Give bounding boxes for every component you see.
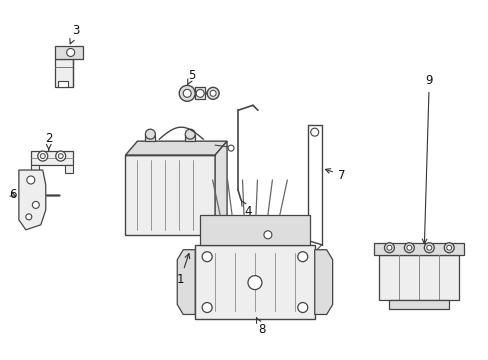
Bar — [31, 151, 73, 165]
Text: 4: 4 — [241, 200, 251, 219]
Circle shape — [32, 201, 39, 208]
Bar — [55, 59, 73, 87]
Circle shape — [404, 243, 413, 253]
Circle shape — [406, 245, 411, 250]
Polygon shape — [215, 141, 226, 235]
Circle shape — [66, 49, 75, 57]
Bar — [195, 245, 314, 319]
Text: 5: 5 — [187, 69, 196, 85]
Bar — [64, 165, 73, 173]
Circle shape — [207, 87, 219, 99]
Circle shape — [227, 145, 234, 151]
Text: 9: 9 — [421, 74, 432, 244]
Bar — [374, 243, 463, 255]
Text: 1: 1 — [176, 253, 189, 286]
Bar — [125, 155, 215, 235]
Bar — [58, 81, 67, 87]
Polygon shape — [125, 141, 226, 155]
Circle shape — [264, 231, 271, 239]
Circle shape — [179, 85, 195, 101]
Circle shape — [145, 129, 155, 139]
Circle shape — [56, 151, 65, 161]
Circle shape — [38, 151, 48, 161]
Text: 2: 2 — [45, 132, 52, 150]
Polygon shape — [19, 170, 46, 230]
Circle shape — [424, 243, 433, 253]
Text: 7: 7 — [325, 168, 345, 181]
Circle shape — [196, 89, 203, 97]
Circle shape — [297, 302, 307, 312]
Bar — [379, 255, 458, 300]
Bar — [185, 135, 195, 141]
Text: 3: 3 — [70, 24, 79, 44]
Bar — [388, 300, 448, 310]
Text: 8: 8 — [256, 318, 265, 336]
Circle shape — [384, 243, 394, 253]
Circle shape — [58, 154, 63, 159]
Text: 6: 6 — [9, 188, 17, 202]
Bar — [31, 165, 39, 173]
Bar — [145, 135, 155, 141]
Circle shape — [202, 302, 212, 312]
Circle shape — [185, 129, 195, 139]
Circle shape — [386, 245, 391, 250]
Circle shape — [27, 176, 35, 184]
Circle shape — [310, 128, 318, 136]
Circle shape — [183, 89, 191, 97]
Circle shape — [210, 90, 216, 96]
Circle shape — [446, 245, 451, 250]
Circle shape — [247, 276, 262, 289]
Bar — [200, 215, 309, 245]
Bar — [195, 87, 205, 99]
Circle shape — [202, 252, 212, 262]
Circle shape — [426, 245, 431, 250]
Polygon shape — [314, 250, 332, 315]
Polygon shape — [177, 250, 195, 315]
Circle shape — [26, 214, 32, 220]
Circle shape — [40, 154, 45, 159]
Circle shape — [297, 252, 307, 262]
Circle shape — [443, 243, 453, 253]
Bar — [55, 45, 82, 59]
